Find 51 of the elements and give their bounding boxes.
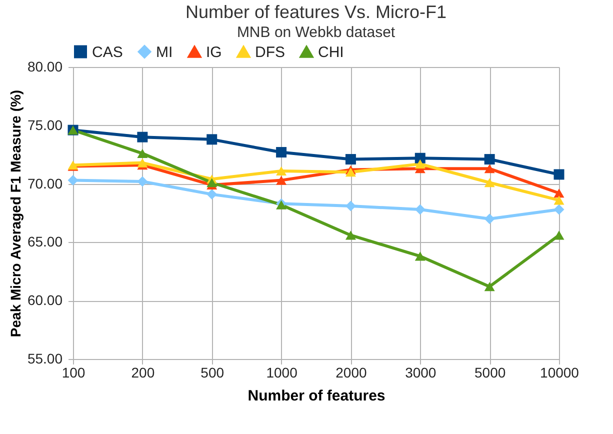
point <box>137 158 148 168</box>
x-tick-label: 10000 <box>540 364 580 380</box>
x-tick-label: 200 <box>131 364 155 380</box>
x-tick-label: 3000 <box>405 364 436 380</box>
legend-label: IG <box>206 44 222 62</box>
point <box>137 132 148 142</box>
point <box>484 154 495 165</box>
point <box>554 230 564 240</box>
point <box>345 154 356 165</box>
point <box>484 214 495 224</box>
chart-title: Number of features Vs. Micro-F1 <box>185 2 447 22</box>
legend-label: CAS <box>92 44 123 61</box>
point <box>345 200 356 212</box>
point <box>484 164 495 174</box>
point <box>137 176 148 187</box>
point <box>414 204 426 215</box>
point <box>554 188 564 198</box>
legend-label: CHI <box>318 44 344 62</box>
point <box>206 134 218 145</box>
y-tick-label: 70.00 <box>27 175 63 192</box>
point <box>137 148 148 158</box>
point <box>276 166 287 176</box>
y-tick-label: 75.00 <box>27 116 63 133</box>
x-tick-label: 1000 <box>266 364 298 380</box>
y-tick-label: 80.00 <box>27 58 63 74</box>
point <box>414 159 426 168</box>
point <box>554 196 564 205</box>
x-tick-label: 500 <box>200 364 224 380</box>
x-tick-label: 5000 <box>474 364 506 380</box>
x-tick-label: 100 <box>62 364 86 380</box>
x-tick-label: 2000 <box>336 364 367 380</box>
point <box>68 175 78 186</box>
y-tick-label: 65.00 <box>27 234 63 250</box>
legend-label: DFS <box>255 44 285 62</box>
chart-subtitle: MNB on Webkb dataset <box>236 24 396 41</box>
point <box>414 252 426 261</box>
point <box>345 168 356 177</box>
point <box>206 189 218 200</box>
point <box>276 176 287 185</box>
x-axis-title: Number of features <box>248 388 386 404</box>
point <box>414 152 426 164</box>
y-tick-label: 60.00 <box>27 292 63 308</box>
point <box>345 230 356 240</box>
y-axis-title: Peak Micro Averaged F1 Measure (%) <box>7 90 24 338</box>
point <box>554 169 564 180</box>
y-tick-label: 55.00 <box>27 350 63 366</box>
point <box>484 282 495 292</box>
point <box>276 147 287 158</box>
legend-label: MI <box>156 44 173 61</box>
point <box>484 178 495 188</box>
point <box>554 204 564 215</box>
